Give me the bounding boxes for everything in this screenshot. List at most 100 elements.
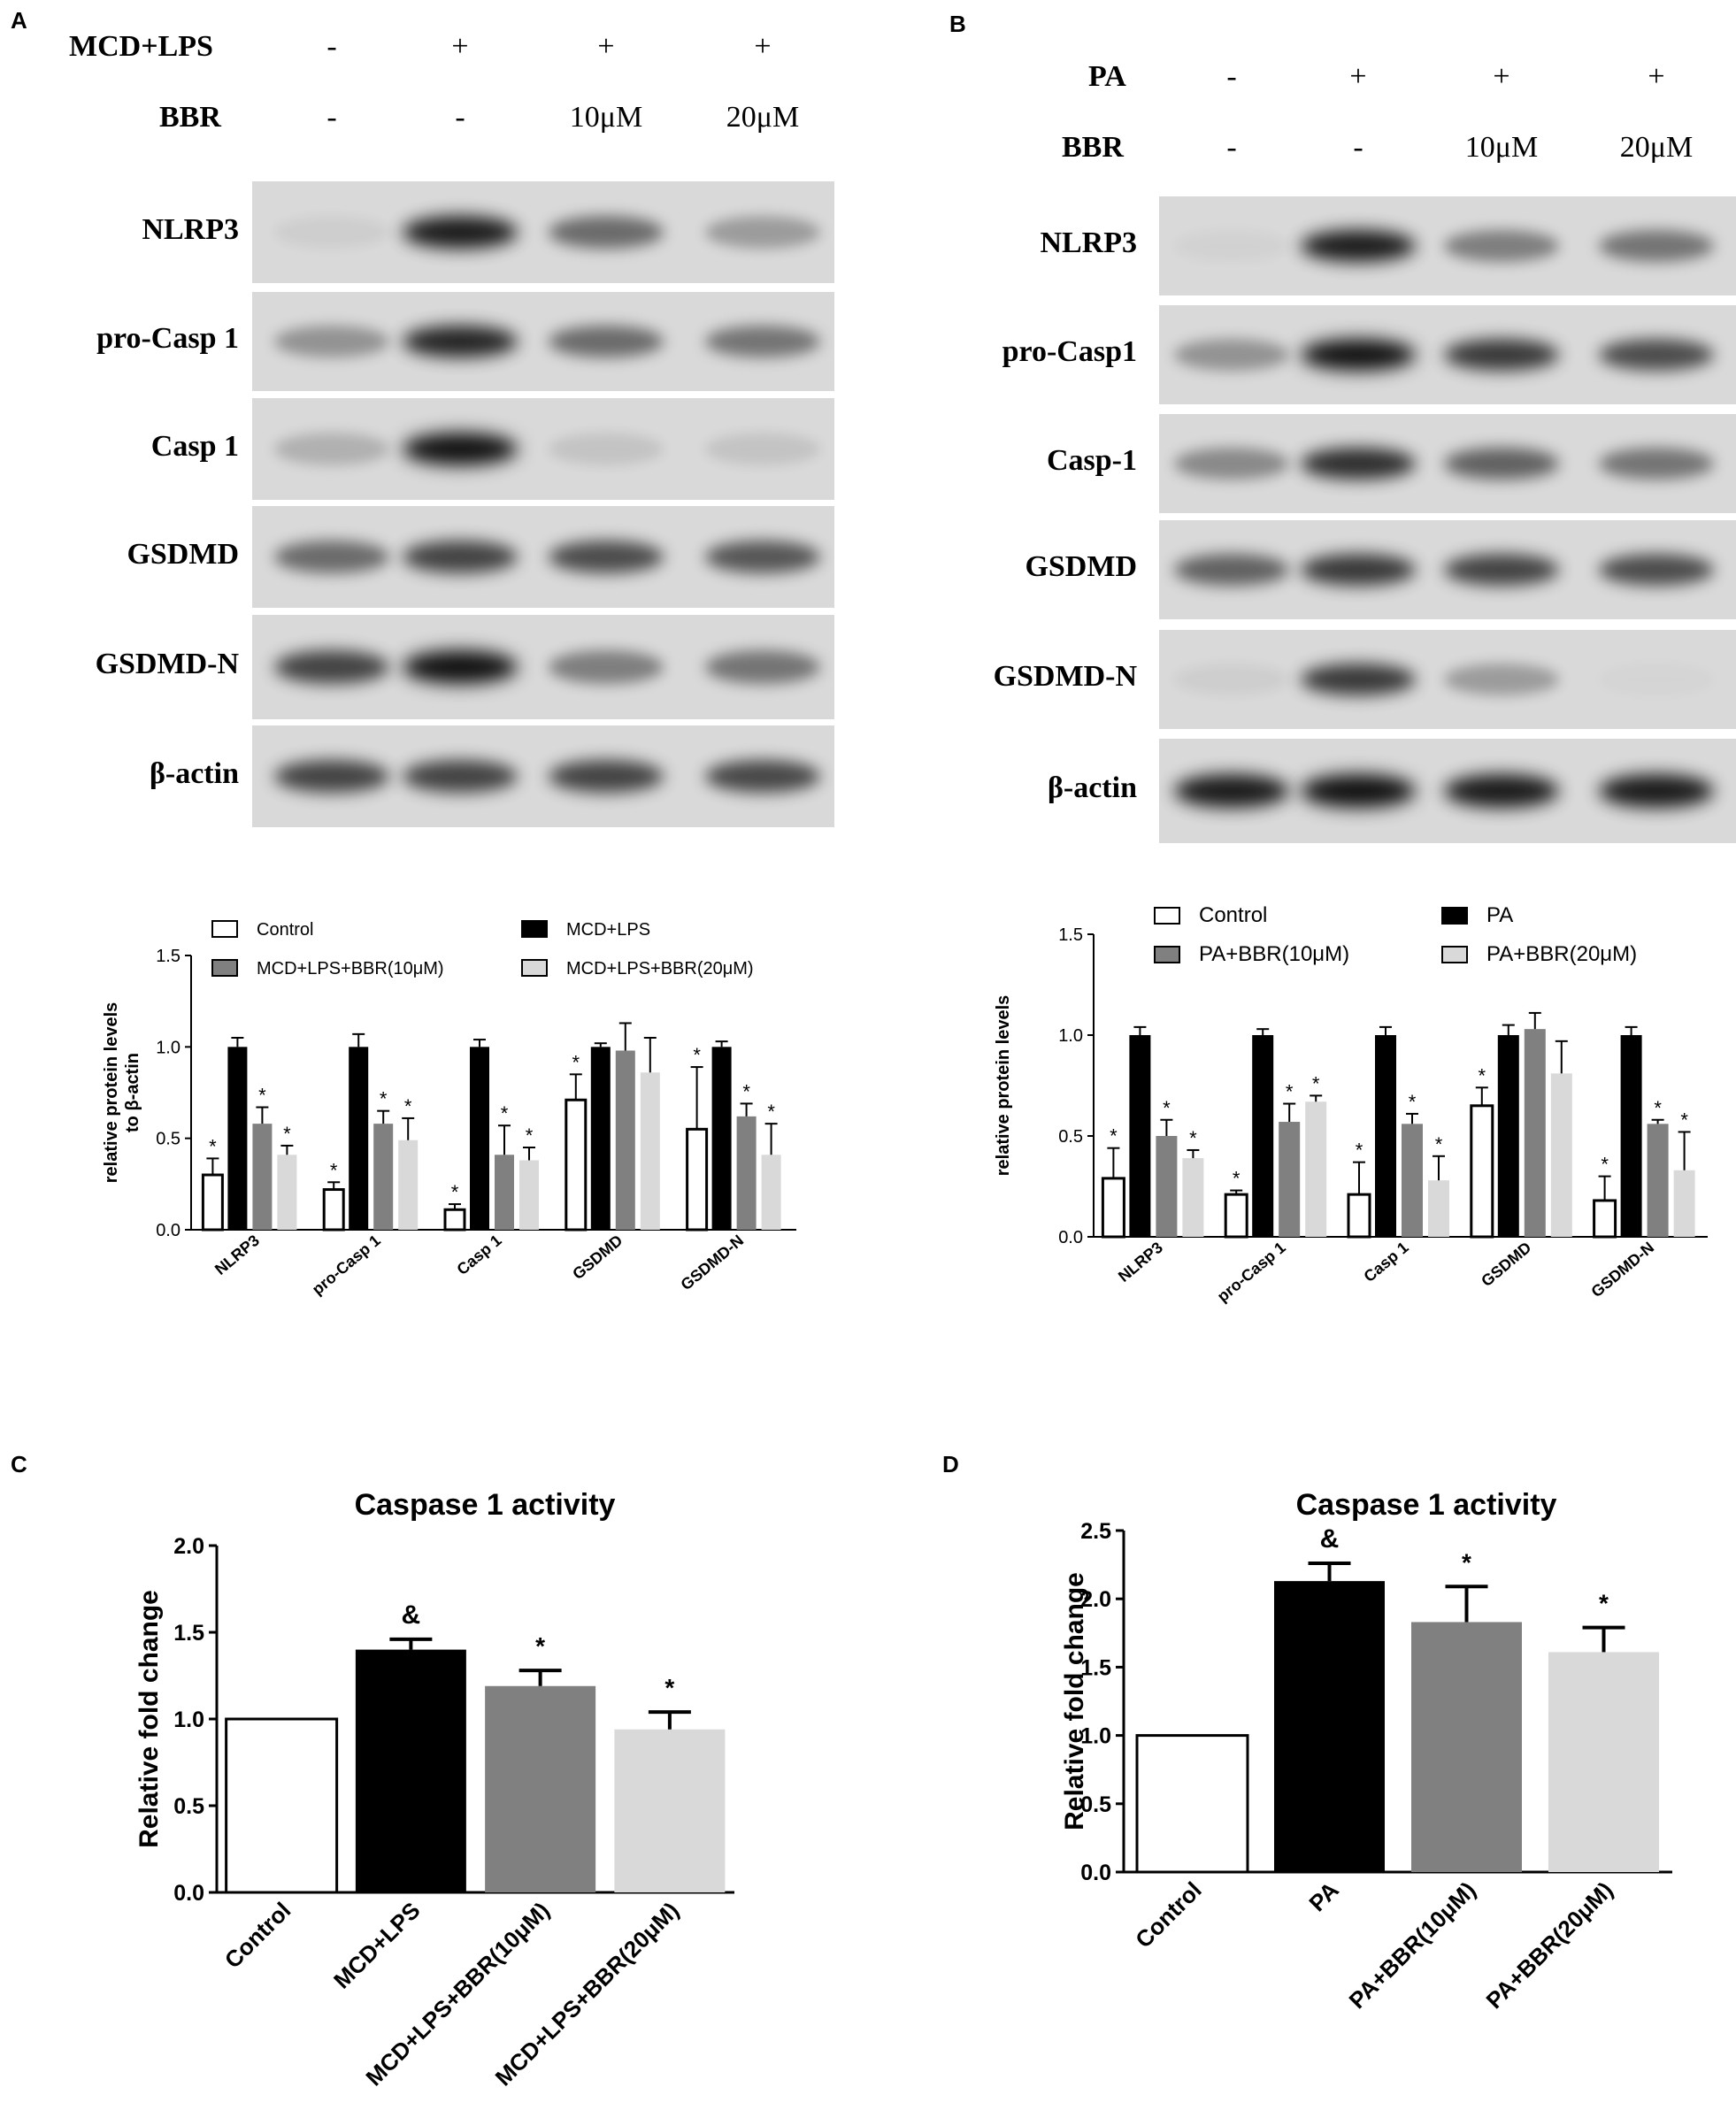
legend-swatch bbox=[211, 959, 238, 977]
y-tick-label: 0.0 bbox=[173, 1881, 204, 1906]
y-axis-label-line: to β-actin bbox=[123, 1053, 142, 1132]
bar bbox=[443, 1208, 466, 1232]
significance-star: * bbox=[451, 1181, 459, 1203]
y-tick-label: 0.5 bbox=[156, 1130, 181, 1149]
bar bbox=[398, 1140, 419, 1230]
blot-label-nlrp3: NLRP3 bbox=[1040, 226, 1137, 259]
y-axis-label: relative protein levels to β-actin bbox=[102, 1002, 142, 1184]
blot-band bbox=[1444, 774, 1559, 808]
blot-strip-gsdmd-n bbox=[1159, 630, 1736, 729]
bar bbox=[225, 1717, 339, 1894]
chart-title: Caspase 1 activity bbox=[1296, 1488, 1557, 1522]
significance-star: * bbox=[742, 1080, 750, 1102]
blot-band bbox=[1599, 448, 1714, 480]
cond-value: - bbox=[1226, 131, 1237, 164]
chart-title: Caspase 1 activity bbox=[355, 1488, 616, 1522]
legend-swatch bbox=[521, 959, 548, 977]
bar bbox=[761, 1155, 781, 1230]
legend-label: PA+BBR(20μM) bbox=[1486, 942, 1637, 966]
legend-swatch bbox=[1441, 907, 1468, 925]
y-tick-label: 1.5 bbox=[156, 947, 181, 966]
significance-mark: * bbox=[1599, 1590, 1609, 1617]
bar bbox=[322, 1188, 345, 1232]
bar bbox=[1550, 1073, 1572, 1237]
significance-star: * bbox=[1479, 1064, 1486, 1086]
blot-band bbox=[274, 433, 389, 465]
x-tick-label: PA+BBR(20μM) bbox=[1481, 1876, 1618, 2014]
blot-band bbox=[705, 541, 820, 573]
significance-star: * bbox=[693, 1044, 701, 1066]
cond-label-bbr: BBR bbox=[159, 101, 221, 134]
y-tick-label: 0.5 bbox=[173, 1794, 204, 1819]
x-tick-label: GSDMD-N bbox=[677, 1232, 747, 1294]
bar bbox=[252, 1124, 273, 1230]
bar bbox=[1182, 1158, 1204, 1237]
blot-band bbox=[403, 650, 518, 684]
bar bbox=[277, 1155, 297, 1230]
significance-star: * bbox=[501, 1102, 509, 1124]
cond-value: + bbox=[1493, 60, 1510, 93]
bar bbox=[227, 1047, 248, 1230]
cond-value: 20μM bbox=[726, 101, 800, 134]
y-tick-label: 1.0 bbox=[1058, 1026, 1083, 1046]
blot-band bbox=[1444, 230, 1559, 262]
blot-label-gsdmd: GSDMD bbox=[127, 537, 239, 571]
significance-star: * bbox=[330, 1159, 338, 1181]
bar bbox=[1402, 1124, 1423, 1237]
y-tick-label: 0.0 bbox=[156, 1221, 181, 1240]
blot-strip-actin bbox=[1159, 739, 1736, 843]
y-tick-label: 1.5 bbox=[173, 1621, 204, 1646]
blot-label-pro-casp-1: pro-Casp 1 bbox=[96, 322, 239, 355]
x-tick-label: Control bbox=[1130, 1876, 1207, 1953]
blot-band bbox=[1301, 448, 1416, 480]
bar bbox=[1129, 1035, 1151, 1237]
cond-value: + bbox=[1648, 60, 1665, 93]
blot-band bbox=[403, 326, 518, 357]
blot-band bbox=[403, 216, 518, 249]
blot-band bbox=[549, 216, 664, 249]
y-axis-label-line: relative protein levels bbox=[994, 995, 1013, 1177]
bar bbox=[1347, 1193, 1371, 1239]
y-tick-label: 1.0 bbox=[1080, 1724, 1111, 1749]
blot-band bbox=[1174, 664, 1289, 695]
bar bbox=[1305, 1101, 1327, 1237]
x-tick-label: NLRP3 bbox=[1115, 1239, 1166, 1285]
significance-star: * bbox=[1435, 1133, 1443, 1155]
x-tick-label: GSDMD bbox=[569, 1232, 626, 1283]
bar bbox=[1375, 1035, 1396, 1237]
blot-strip-gsdmd bbox=[252, 506, 834, 608]
bar bbox=[519, 1160, 539, 1230]
cond-value: - bbox=[455, 101, 465, 134]
legend-label: PA bbox=[1486, 903, 1513, 927]
cond-value: - bbox=[1353, 131, 1363, 164]
blot-band bbox=[1301, 664, 1416, 695]
legend-swatch bbox=[211, 920, 238, 938]
bar bbox=[485, 1685, 596, 1892]
legend-label: Control bbox=[1199, 903, 1267, 927]
blot-band bbox=[1174, 448, 1289, 480]
chart-panel-d: Caspase 1 activity 0.0 0.5 1.0 1.5 2.0 2.5 Rela… bbox=[1060, 1488, 1672, 2014]
blot-band bbox=[1301, 554, 1416, 586]
significance-mark: * bbox=[1462, 1548, 1471, 1576]
significance-star: * bbox=[526, 1124, 534, 1147]
blot-band bbox=[705, 433, 820, 465]
bar bbox=[1274, 1581, 1385, 1872]
cond-value: 20μM bbox=[1619, 131, 1694, 164]
x-tick-label: PA+BBR(10μM) bbox=[1344, 1876, 1481, 2014]
blot-band bbox=[403, 541, 518, 573]
bar bbox=[1470, 1104, 1494, 1239]
cond-value: - bbox=[326, 30, 337, 63]
blot-band bbox=[1444, 448, 1559, 480]
legend-swatch bbox=[521, 920, 548, 938]
significance-star: * bbox=[258, 1085, 266, 1107]
x-tick-label: Control bbox=[219, 1897, 296, 1974]
blot-band bbox=[1444, 339, 1559, 371]
bar bbox=[1101, 1177, 1125, 1239]
bar bbox=[736, 1116, 757, 1230]
significance-star: * bbox=[1189, 1127, 1197, 1149]
cond-value: + bbox=[597, 30, 615, 63]
blot-band bbox=[1301, 339, 1416, 371]
legend-label: MCD+LPS+BBR(10μM) bbox=[257, 959, 444, 978]
x-tick-label: NLRP3 bbox=[211, 1232, 263, 1278]
blot-strip-nlrp3 bbox=[1159, 196, 1736, 295]
